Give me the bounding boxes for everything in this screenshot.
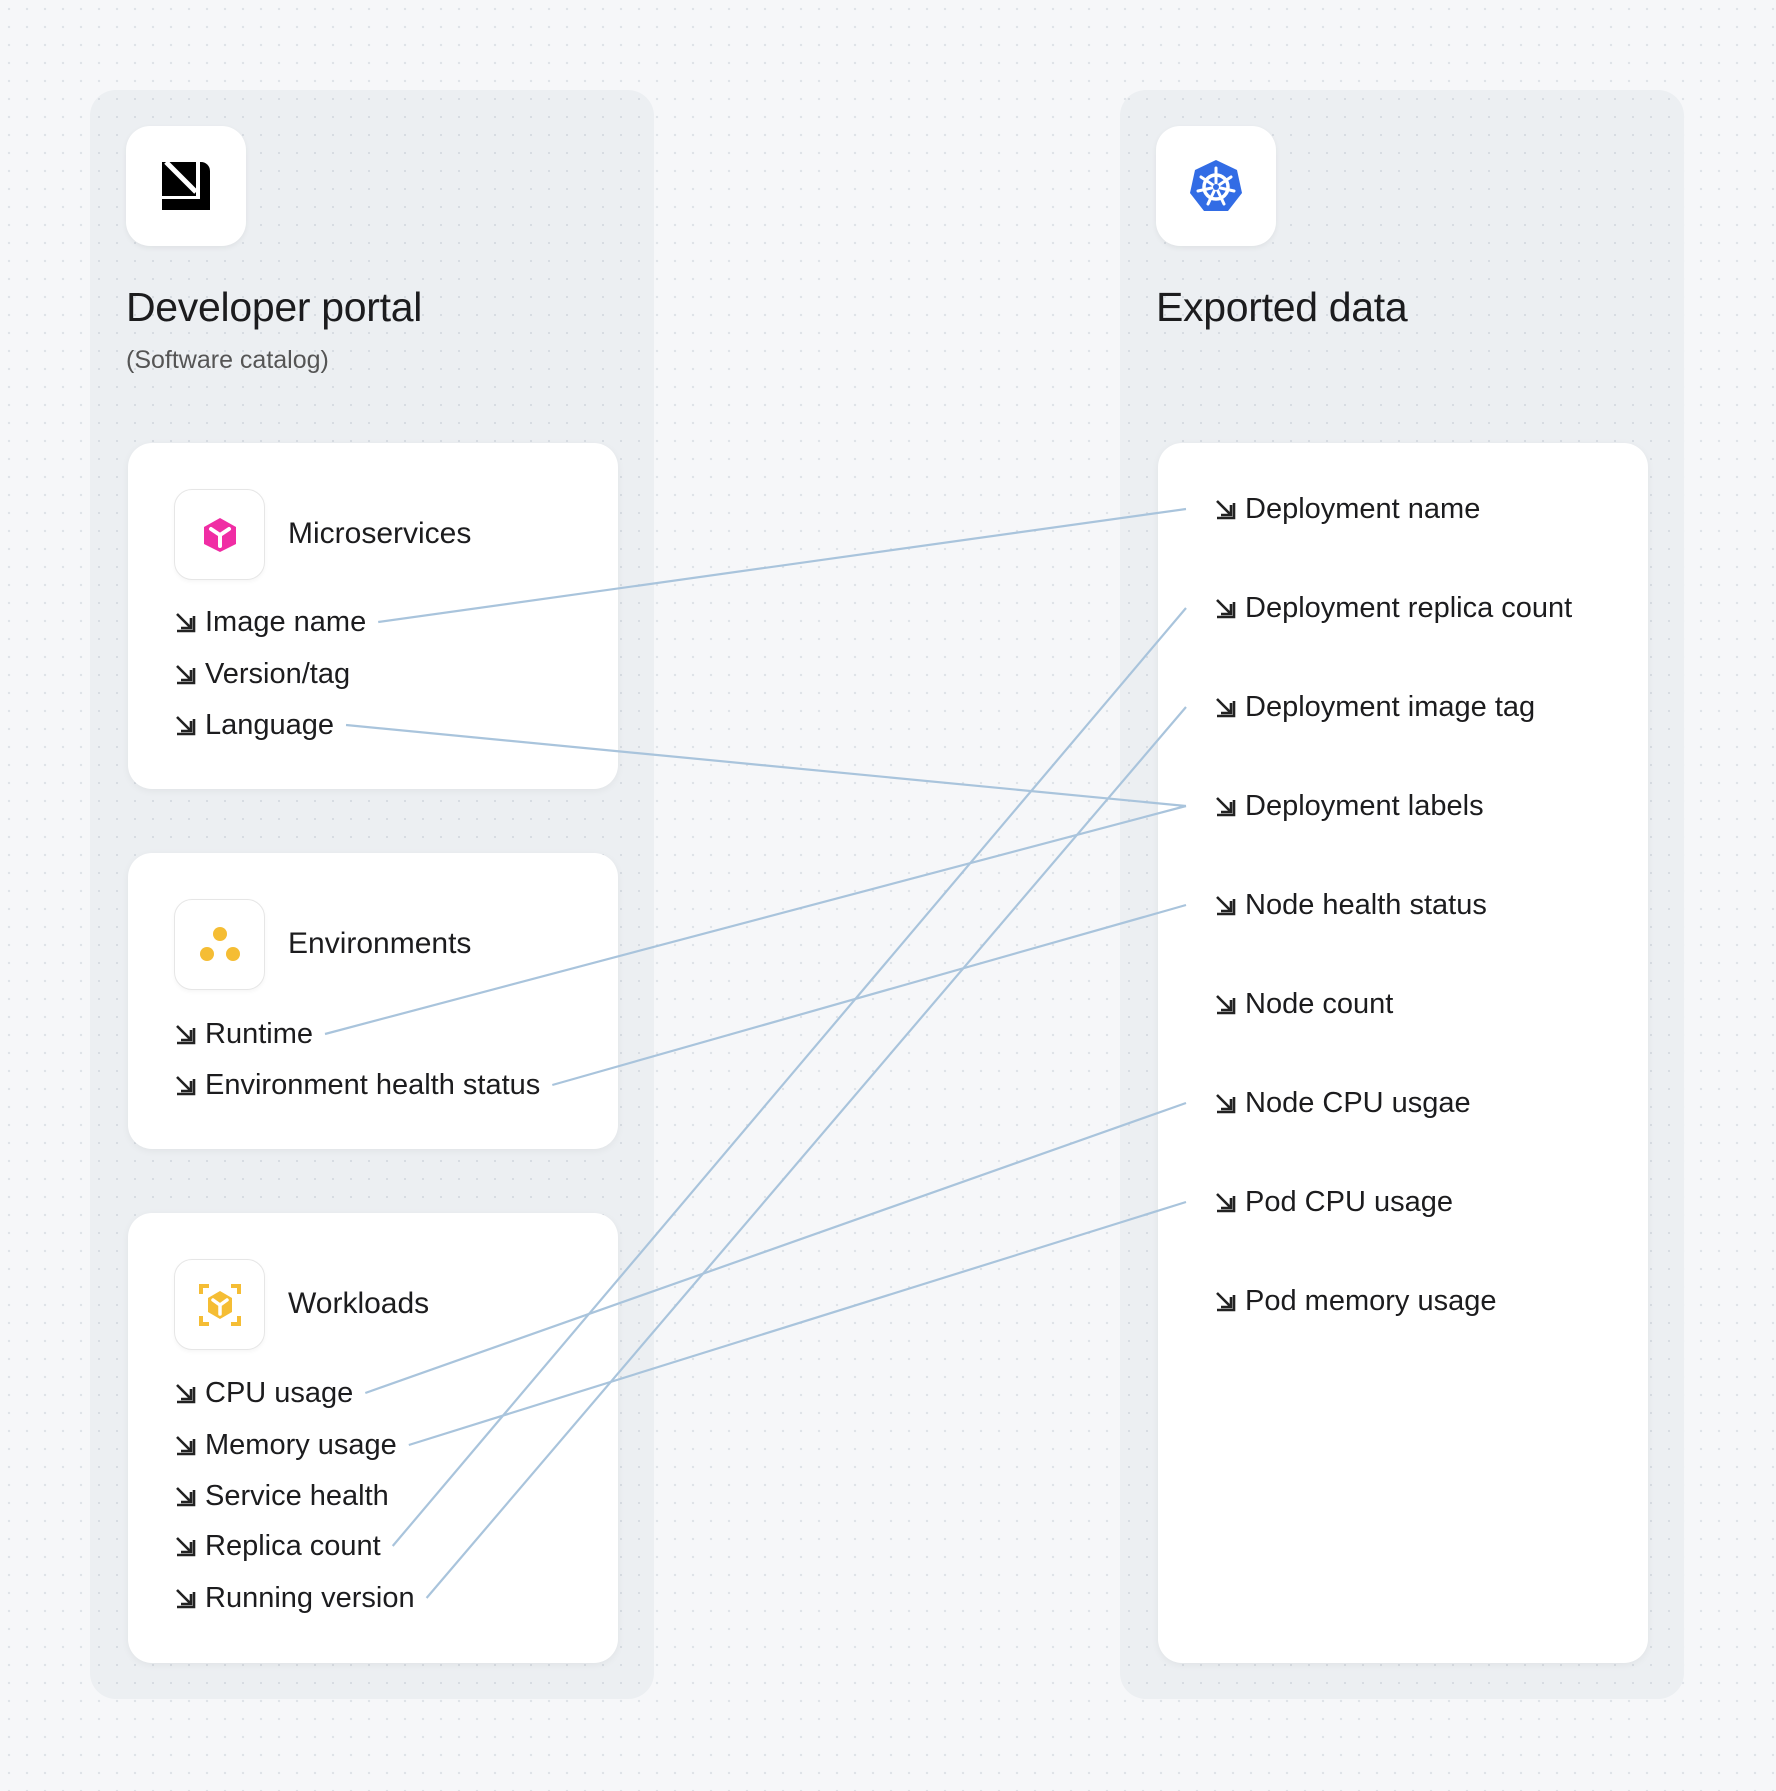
three-dots-icon [174, 899, 265, 990]
list-item: Replica count [174, 1526, 381, 1566]
left-title: Developer portal [126, 284, 423, 330]
list-item: Environment health status [174, 1065, 540, 1105]
arrow-down-right-icon [1216, 1292, 1236, 1312]
list-item: Deployment labels [1214, 786, 1484, 826]
cube-focus-icon [174, 1259, 265, 1350]
right-title: Exported data [1156, 284, 1408, 330]
card-label: Microservices [288, 517, 472, 550]
list-item: Node count [1214, 984, 1393, 1024]
list-item: Runtime [174, 1014, 313, 1054]
list-item: Version/tag [174, 654, 350, 694]
list-item: Deployment image tag [1214, 687, 1535, 727]
card-label: Environments [288, 927, 472, 960]
arrow-down-right-icon [1216, 1094, 1236, 1114]
list-item: Deployment replica count [1214, 588, 1572, 628]
arrow-down-right-icon [176, 665, 196, 685]
list-item: Image name [174, 602, 366, 642]
list-item: Pod CPU usage [1214, 1182, 1453, 1222]
arrow-down-right-icon [1216, 1193, 1236, 1213]
list-item: Service health [174, 1476, 389, 1516]
arrow-down-right-icon [1216, 599, 1236, 619]
card-label: Workloads [288, 1287, 430, 1320]
list-item: Language [174, 705, 334, 745]
kubernetes-icon [1190, 160, 1242, 211]
list-item: Running version [174, 1578, 415, 1618]
list-item: CPU usage [174, 1373, 353, 1413]
arrow-down-right-icon [1216, 995, 1236, 1015]
arrow-down-right-icon [1216, 896, 1236, 916]
arrow-down-right-icon [1216, 500, 1236, 520]
list-item: Node health status [1214, 885, 1487, 925]
arrow-down-right-icon [1216, 698, 1236, 718]
workloads-card: Workloads CPU usage Memory usage Service… [128, 1213, 618, 1663]
port-logo-icon [126, 126, 246, 246]
list-item: Node CPU usgae [1214, 1083, 1471, 1123]
arrow-down-right-icon [176, 1384, 196, 1404]
list-item: Deployment name [1214, 489, 1480, 529]
arrow-down-right-icon [176, 1076, 196, 1096]
arrow-down-right-icon [176, 1487, 196, 1507]
arrow-down-right-icon [176, 1436, 196, 1456]
list-item: Pod memory usage [1214, 1281, 1496, 1321]
kubernetes-logo [1156, 126, 1276, 246]
arrow-down-right-icon [176, 613, 196, 633]
arrow-down-right-icon [176, 1589, 196, 1609]
arrow-down-right-icon [1216, 797, 1236, 817]
arrow-down-right-icon [176, 1537, 196, 1557]
environments-card: Environments Runtime Environment health … [128, 853, 618, 1149]
exported-data-card: Deployment name Deployment replica count D… [1158, 443, 1648, 1663]
list-item: Memory usage [174, 1425, 397, 1465]
arrow-down-right-icon [176, 716, 196, 736]
cube-icon [174, 489, 265, 580]
microservices-card: Microservices Image name Version/tag Lan… [128, 443, 618, 789]
arrow-down-right-icon [176, 1025, 196, 1045]
left-subtitle: (Software catalog) [126, 346, 329, 374]
